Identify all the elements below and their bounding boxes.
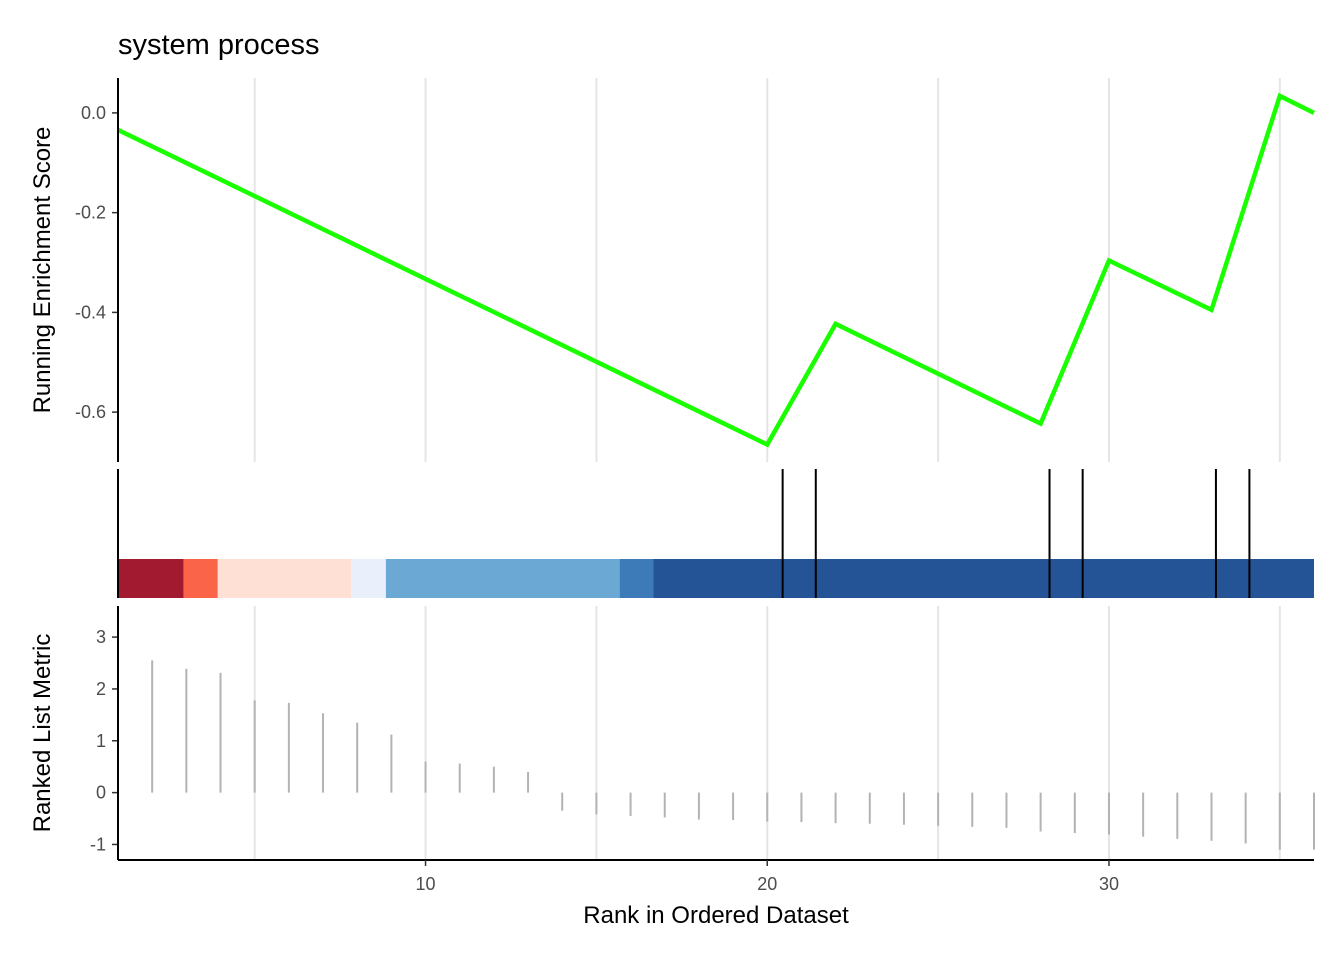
y-tick-label: -0.4 [75, 302, 106, 322]
running-score-line [117, 92, 1316, 448]
y-tick-label: 2 [96, 679, 106, 699]
running-score-panel: 0.0 -0.2 -0.4 -0.6 [75, 78, 1316, 462]
y-tick-label: 3 [96, 627, 106, 647]
y-tick-label: -1 [90, 834, 106, 854]
rank-color-band [619, 559, 654, 598]
rank-color-band [118, 559, 184, 598]
x-tick-label: 20 [757, 874, 777, 894]
y-axis-title-ranked-metric: Ranked List Metric [29, 634, 56, 833]
rank-color-band [653, 559, 1314, 598]
y-tick-label: -0.6 [75, 402, 106, 422]
x-tick-label: 10 [416, 874, 436, 894]
y-tick-label: -0.2 [75, 203, 106, 223]
y-tick-label: 1 [96, 731, 106, 751]
rank-color-band [217, 559, 352, 598]
y-tick-label: 0.0 [81, 103, 106, 123]
hits-panel [117, 469, 1314, 598]
x-tick-label: 30 [1099, 874, 1119, 894]
y-axis-title-running-score: Running Enrichment Score [29, 127, 56, 414]
rank-color-band [385, 559, 620, 598]
rank-color-band [183, 559, 218, 598]
rank-color-band [351, 559, 386, 598]
chart-title: system process [118, 29, 319, 61]
y-tick-label: 0 [96, 783, 106, 803]
x-axis-title: Rank in Ordered Dataset [583, 902, 849, 929]
